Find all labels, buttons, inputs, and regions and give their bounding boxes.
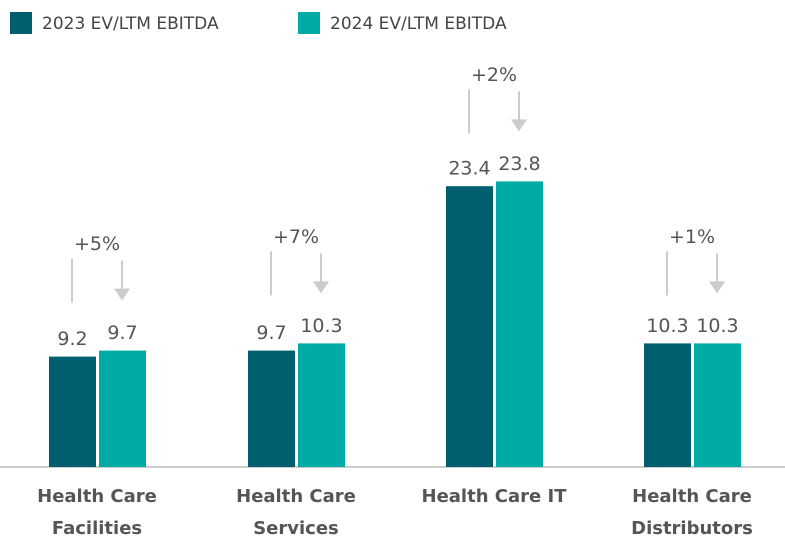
legend-swatch: [298, 12, 320, 34]
value-label: 10.3: [696, 315, 738, 337]
value-label: 9.7: [256, 322, 286, 344]
value-label: 9.2: [57, 328, 87, 350]
x-tick-label: Services: [253, 518, 339, 539]
arrow-head: [313, 281, 329, 294]
bar: [496, 181, 543, 467]
bar: [446, 186, 493, 467]
legend-label: 2024 EV/LTM EBITDA: [330, 14, 507, 34]
x-tick-label: Health Care IT: [422, 486, 568, 507]
value-label: 10.3: [300, 315, 342, 337]
x-tick-label: Health Care: [236, 486, 356, 507]
annotation: +7%: [273, 226, 319, 248]
value-label: 10.3: [646, 315, 688, 337]
value-label: 23.4: [448, 158, 490, 180]
bar: [298, 343, 345, 467]
legend-swatch: [10, 12, 32, 34]
arrow-head: [709, 281, 725, 294]
x-tick-label: Health Care: [37, 486, 157, 507]
bar: [49, 356, 96, 467]
bar: [694, 343, 741, 467]
bar: [248, 350, 295, 467]
value-label: 23.8: [498, 153, 540, 175]
annotation: +1%: [669, 226, 715, 248]
annotation: +5%: [74, 233, 120, 255]
arrow-head: [511, 119, 527, 132]
x-tick-label: Distributors: [631, 518, 753, 539]
arrow-head: [114, 288, 130, 301]
bar: [644, 343, 691, 467]
x-tick-label: Health Care: [632, 486, 752, 507]
annotation: +2%: [471, 64, 517, 86]
legend-label: 2023 EV/LTM EBITDA: [42, 14, 219, 34]
value-label: 9.7: [107, 322, 137, 344]
x-tick-label: Facilities: [52, 518, 142, 539]
bar: [99, 350, 146, 467]
